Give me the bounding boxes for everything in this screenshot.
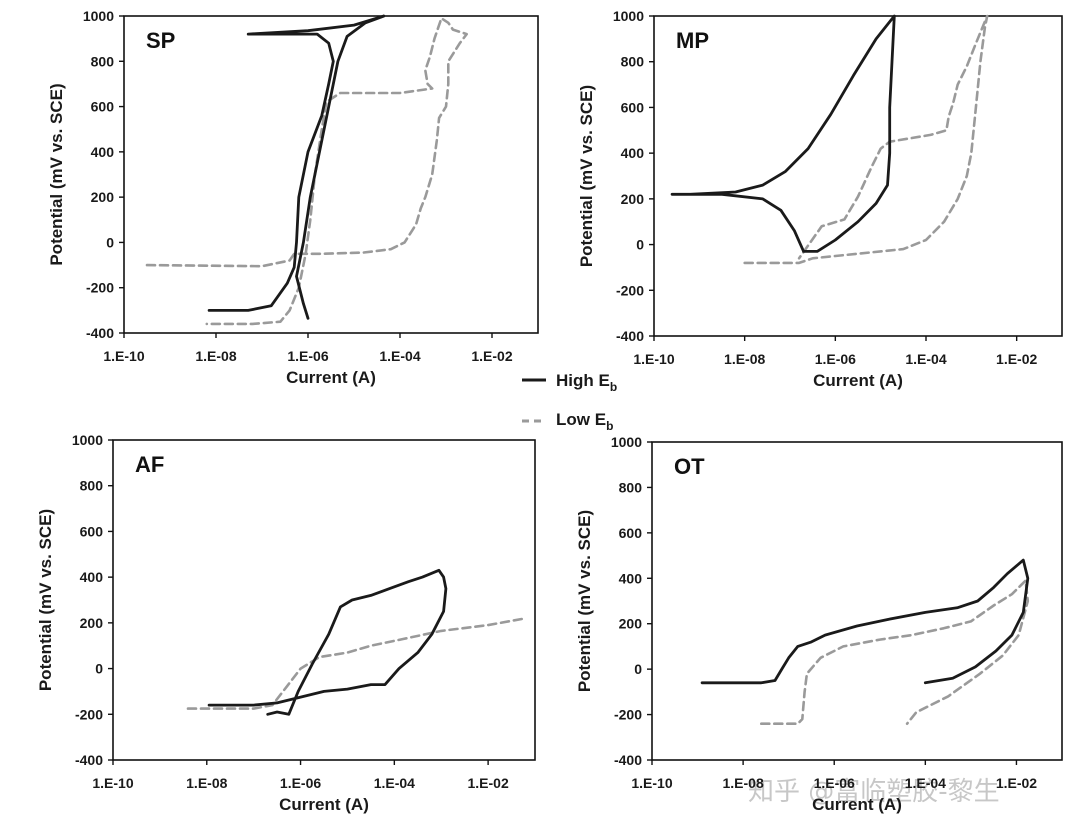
x-tick-label: 1.E-02 [996, 775, 1037, 791]
panel-sp: -400 -200 0 200 400 600 800 1000 1.E-10 1.E-08 1.E… [47, 8, 539, 387]
y-tick-label: -400 [616, 328, 644, 344]
low-eb-curve [145, 17, 468, 326]
x-tick-label: 1.E-08 [724, 351, 765, 367]
x-tick-label: 1.E-08 [722, 775, 763, 791]
y-tick-label: -400 [614, 752, 642, 768]
x-tick-label: 1.E-10 [631, 775, 672, 791]
y-tick-label: 200 [80, 615, 104, 631]
panel-title: OT [674, 454, 705, 479]
y-tick-label: 0 [636, 237, 644, 253]
y-tick-label: 200 [621, 191, 645, 207]
y-tick-label: 800 [80, 478, 104, 494]
watermark: 知乎 @富临塑胶-黎生 [748, 777, 1000, 807]
y-axis-label: Potential (mV vs. SCE) [36, 509, 55, 691]
y-tick-label: 800 [621, 54, 645, 70]
x-tick-label: 1.E-02 [996, 351, 1037, 367]
high-eb-curve [207, 568, 448, 716]
panel-title: SP [146, 28, 175, 53]
y-tick-label: 400 [80, 569, 104, 585]
x-tick-label: 1.E-10 [92, 775, 133, 791]
x-tick-label: 1.E-02 [471, 348, 512, 364]
y-tick-label: -400 [86, 325, 114, 341]
panel-mp: -400 -200 0 200 400 600 800 1000 1.E-10 1.E-08 1.E… [577, 8, 1063, 390]
x-tick-label: 1.E-10 [633, 351, 674, 367]
y-tick-label: 400 [621, 145, 645, 161]
x-tick-label: 1.E-04 [379, 348, 420, 364]
y-tick-label: 400 [91, 144, 115, 160]
y-tick-label: 0 [106, 234, 114, 250]
legend-high-label: High Eb [556, 371, 617, 394]
y-tick-label: 200 [91, 189, 115, 205]
y-axis-label: Potential (mV vs. SCE) [577, 85, 596, 267]
y-axis-label: Potential (mV vs. SCE) [47, 83, 66, 265]
high-eb-curve [670, 14, 896, 253]
legend: High Eb Low Eb [522, 371, 617, 433]
y-tick-label: -200 [614, 707, 642, 723]
y-tick-label: 0 [634, 661, 642, 677]
y-tick-label: -400 [75, 752, 103, 768]
x-axis-label: Current (A) [279, 795, 369, 814]
low-eb-curve [743, 14, 989, 265]
high-eb-curve [207, 14, 386, 320]
y-tick-label: 1000 [613, 8, 644, 24]
y-tick-label: 600 [80, 523, 104, 539]
x-tick-label: 1.E-04 [905, 775, 946, 791]
x-tick-label: 1.E-06 [280, 775, 321, 791]
panel-title: MP [676, 28, 709, 53]
x-axis-label: Current (A) [812, 795, 902, 814]
low-eb-curve [186, 617, 527, 710]
x-axis-label: Current (A) [813, 371, 903, 390]
low-eb-curve [760, 579, 1030, 725]
y-tick-label: 600 [91, 99, 115, 115]
y-tick-label: 600 [619, 525, 643, 541]
y-tick-label: 400 [619, 570, 643, 586]
y-tick-label: 0 [95, 661, 103, 677]
y-tick-label: -200 [616, 282, 644, 298]
legend-low-label: Low Eb [556, 410, 613, 433]
plot-frame [651, 441, 1063, 761]
x-tick-label: 1.E-06 [815, 351, 856, 367]
x-axis-label: Current (A) [286, 368, 376, 387]
plot-frame [653, 15, 1063, 337]
plot-frame [112, 439, 536, 761]
x-tick-label: 1.E-08 [195, 348, 236, 364]
plot-frame [123, 15, 539, 334]
x-tick-label: 1.E-06 [287, 348, 328, 364]
x-tick-label: 1.E-04 [905, 351, 946, 367]
panel-title: AF [135, 452, 164, 477]
y-tick-label: 1000 [72, 432, 103, 448]
y-tick-label: -200 [75, 706, 103, 722]
x-tick-label: 1.E-10 [103, 348, 144, 364]
high-eb-curve [700, 558, 1030, 685]
panel-af: -400 -200 0 200 400 600 800 1000 1.E-10 1.E-08 1.E… [36, 432, 536, 814]
y-tick-label: 1000 [83, 8, 114, 24]
y-tick-label: 1000 [611, 434, 642, 450]
panel-ot: -400 -200 0 200 400 600 800 1000 1.E-10 1.E-08 1.E… [575, 434, 1063, 814]
x-tick-label: 1.E-06 [814, 775, 855, 791]
x-tick-label: 1.E-08 [186, 775, 227, 791]
y-tick-label: 800 [91, 53, 115, 69]
x-tick-label: 1.E-02 [467, 775, 508, 791]
y-tick-label: 800 [619, 479, 643, 495]
y-tick-label: 600 [621, 99, 645, 115]
y-axis-label: Potential (mV vs. SCE) [575, 510, 594, 692]
y-tick-label: 200 [619, 616, 643, 632]
x-tick-label: 1.E-04 [374, 775, 415, 791]
y-tick-label: -200 [86, 280, 114, 296]
